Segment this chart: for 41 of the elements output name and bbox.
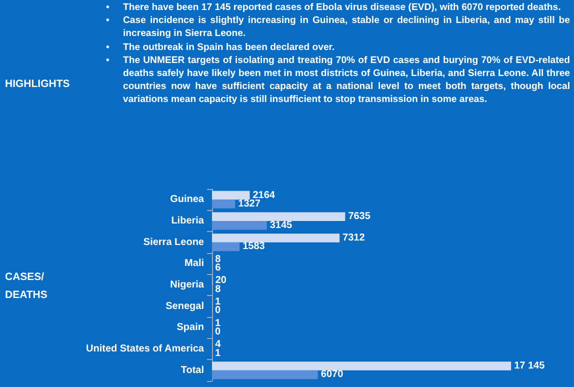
data-label: 1327 [238, 198, 261, 210]
y-tick-label: Mali [184, 258, 204, 270]
y-tick-label: Senegal [166, 300, 204, 312]
bar [212, 242, 240, 252]
bar [212, 221, 267, 230]
y-tick-label: United States of America [86, 344, 204, 354]
data-label: 6 [215, 262, 222, 274]
text: • The outbreak in Spain has been declared over. [106, 42, 335, 53]
y-tick-label: Total [180, 364, 204, 376]
data-label: 20 [215, 275, 227, 286]
y-tick-label: Sierra Leone [143, 236, 204, 248]
y-axis-title: CASES/ DEATHS [5, 270, 48, 303]
bar [212, 234, 340, 242]
text: HIGHLIGHTS [5, 78, 70, 90]
data-label: 2164 [252, 190, 276, 201]
bar [212, 212, 346, 221]
y-tick-label: Guinea [170, 194, 204, 206]
bar [212, 190, 250, 200]
data-label: 1 [215, 348, 222, 359]
data-label: 8 [215, 284, 222, 295]
data-label: 0 [215, 305, 221, 316]
data-label: 6070 [320, 369, 344, 380]
bar [212, 362, 512, 370]
text: • Case incidence is slightly increasing in Guinea, stable or declining in Liberia, and may still be increasing in Sierra Leone. [106, 15, 570, 40]
y-tick-label: Nigeria [170, 280, 204, 290]
data-label: 1 [215, 296, 222, 308]
data-label: 1583 [242, 241, 266, 252]
data-label: 7635 [348, 211, 371, 222]
y-tick-label: Liberia [171, 216, 204, 226]
data-label: 1 [215, 318, 222, 329]
data-label: 7312 [342, 232, 366, 244]
data-label: 4 [215, 339, 222, 350]
data-label: 17 145 [514, 360, 546, 372]
bar [212, 370, 318, 380]
data-label: 8 [215, 254, 222, 265]
text: • There have been 17 145 reported cases of Ebola virus disease (EVD), with 6070 reported deaths. [106, 2, 561, 13]
data-label: 0 [215, 326, 221, 338]
bar [212, 200, 236, 208]
data-label: 3145 [270, 220, 293, 231]
text: • The UNMEER targets of isolating and treating 70% of EVD cases and burying 70% of EVD-related deaths safely have likely been met in most districts of Guinea, Liberia, and Sierra Leone. All three countries now have sufficient capacity at a national level to meet both targets, though local variations mean capacity is still insufficient to stop transmission in some areas. [106, 54, 570, 106]
y-tick-label: Spain [176, 322, 204, 334]
